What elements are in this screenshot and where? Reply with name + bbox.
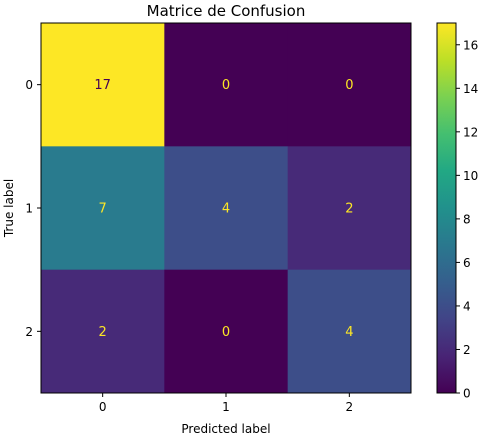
cell-value-label: 4 [222,202,230,217]
x-tick-label: 2 [346,400,354,414]
y-tick-label: 1 [25,202,33,216]
colorbar-tick-label: 12 [463,125,478,139]
y-axis-label: True label [2,179,16,238]
y-tick-label: 0 [25,78,33,92]
cell-value-label: 4 [345,325,353,340]
colorbar-ticks: 0 2 4 6 8 10 12 14 16 [456,38,478,401]
colorbar-tick-label: 14 [463,82,478,96]
cell-value-label: 0 [222,78,230,93]
colorbar-tick-label: 0 [463,387,471,401]
y-axis-ticks: 0 1 2 [25,78,41,339]
colorbar-tick-label: 8 [463,212,471,226]
heatmap-cell [41,146,165,271]
x-axis-label: Predicted label [181,422,270,436]
heatmap-cell [41,269,165,394]
cell-annotations: 17 0 0 7 4 2 2 0 4 [94,78,353,340]
cell-value-label: 0 [345,78,353,93]
heatmap-cell [41,23,165,147]
cell-value-label: 2 [99,325,107,340]
heatmap-cell [164,269,289,394]
heatmap-cell [287,146,412,271]
cell-value-label: 0 [222,325,230,340]
heatmap-cell [287,23,412,147]
heatmap-cell [164,146,289,271]
colorbar-tick-label: 16 [463,38,478,52]
x-axis-ticks: 0 1 2 [99,393,353,414]
colorbar-tick-label: 2 [463,343,471,357]
heatmap-cell [287,269,412,394]
x-tick-label: 0 [99,400,107,414]
y-tick-label: 2 [25,325,33,339]
cell-value-label: 2 [345,202,353,217]
cell-value-label: 7 [99,202,107,217]
colorbar-tick-label: 10 [463,169,478,183]
cell-value-label: 17 [94,78,111,93]
heatmap-cells [41,23,412,394]
colorbar [436,22,457,394]
colorbar-tick-label: 6 [463,256,471,270]
x-tick-label: 1 [222,400,230,414]
heatmap-cell [164,23,289,147]
colorbar-tick-label: 4 [463,299,471,313]
chart-title: Matrice de Confusion [147,2,306,20]
